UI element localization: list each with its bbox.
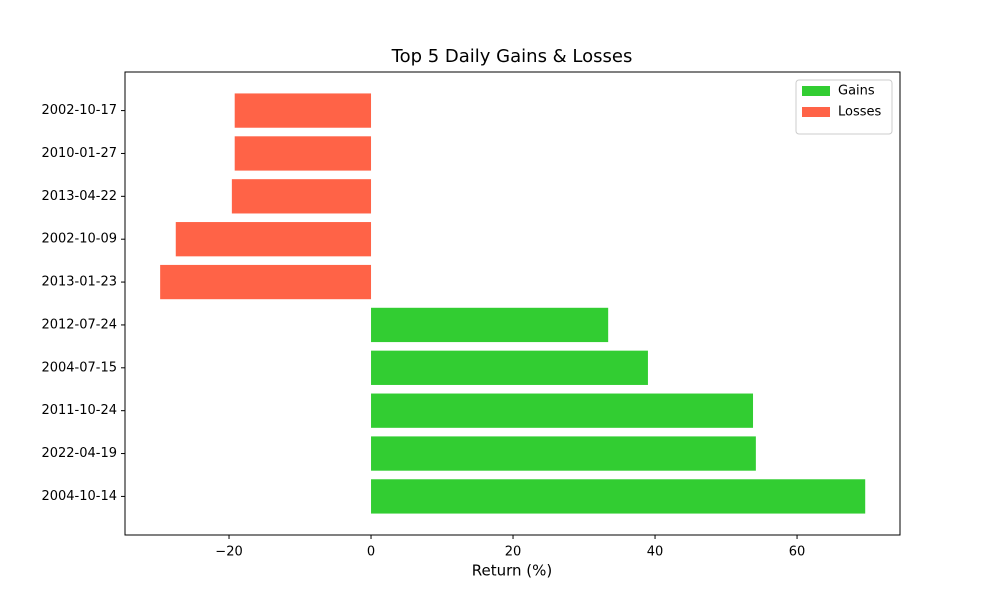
y-tick-label: 2022-04-19 xyxy=(41,446,117,461)
bar xyxy=(234,93,372,128)
y-tick-label: 2002-10-09 xyxy=(41,232,117,247)
legend-label: Gains xyxy=(838,84,875,99)
y-tick-label: 2004-10-14 xyxy=(41,489,117,504)
y-tick-label: 2010-01-27 xyxy=(41,146,117,161)
legend-swatch xyxy=(802,107,830,117)
legend-swatch xyxy=(802,86,830,96)
bar xyxy=(371,350,648,385)
y-tick-label: 2011-10-24 xyxy=(41,403,117,418)
y-tick-label: 2004-07-15 xyxy=(41,360,117,375)
bar xyxy=(371,479,866,514)
x-tick-label: 60 xyxy=(789,545,806,560)
y-tick-label: 2013-04-22 xyxy=(41,189,117,204)
bar xyxy=(371,307,609,343)
bar xyxy=(231,179,372,214)
legend-label: Losses xyxy=(838,105,882,120)
y-tick-label: 2013-01-23 xyxy=(41,275,117,290)
bar xyxy=(371,436,756,471)
bar xyxy=(234,136,372,171)
x-tick-label: 20 xyxy=(505,545,522,560)
chart-title: Top 5 Daily Gains & Losses xyxy=(391,46,633,67)
plot-frame xyxy=(124,71,901,536)
y-tick-label: 2012-07-24 xyxy=(41,317,117,332)
x-axis-label: Return (%) xyxy=(472,562,553,580)
bar xyxy=(371,393,754,428)
y-tick-label: 2002-10-17 xyxy=(41,103,117,118)
x-tick-label: −20 xyxy=(215,545,242,560)
x-tick-label: 0 xyxy=(367,545,375,560)
bar xyxy=(160,264,372,300)
x-tick-label: 40 xyxy=(647,545,664,560)
bar xyxy=(175,222,372,257)
